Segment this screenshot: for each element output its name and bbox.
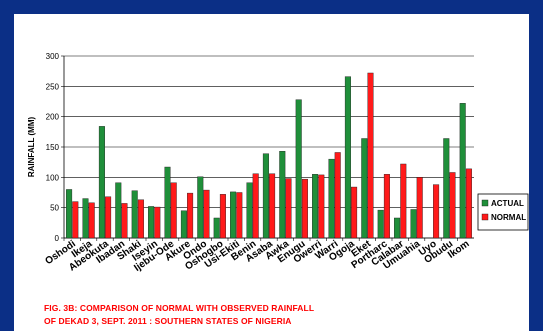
bar-actual bbox=[131, 190, 138, 239]
bar-actual bbox=[443, 138, 450, 239]
chart-panel: 0 50 100 150 200 250 300 RAINFALL (MM) Oshodi Ike… bbox=[14, 14, 529, 331]
bar-actual bbox=[394, 217, 401, 239]
chart-title: FIG. 3B: COMPARISON OF NORMAL WITH OBSER… bbox=[44, 302, 524, 328]
bar-normal bbox=[203, 189, 210, 239]
bar-actual bbox=[262, 153, 269, 239]
bar-normal bbox=[351, 186, 358, 239]
bar-normal bbox=[285, 178, 292, 239]
bar-actual bbox=[66, 189, 73, 239]
bar-normal bbox=[383, 174, 390, 239]
bar-actual bbox=[115, 182, 122, 239]
bar-actual bbox=[180, 210, 187, 239]
bar-normal bbox=[154, 206, 161, 239]
bar-actual bbox=[82, 198, 89, 239]
bar-normal bbox=[301, 178, 308, 239]
bar-normal bbox=[88, 202, 95, 239]
bar-normal bbox=[367, 72, 374, 239]
bar-normal bbox=[449, 172, 456, 239]
bar-actual bbox=[410, 209, 417, 239]
bar-normal bbox=[334, 152, 341, 239]
bar-normal bbox=[236, 192, 243, 239]
y-tick-label: 250 bbox=[46, 82, 60, 91]
legend-label-actual: ACTUAL bbox=[491, 199, 524, 208]
bar-normal bbox=[187, 192, 194, 239]
bar-actual bbox=[361, 138, 368, 239]
bar-normal bbox=[433, 184, 440, 239]
legend-swatch-normal bbox=[481, 213, 489, 221]
bar-actual bbox=[197, 176, 204, 239]
chart-title-line-1: FIG. 3B: COMPARISON OF NORMAL WITH OBSER… bbox=[44, 303, 315, 313]
bar-actual bbox=[213, 217, 220, 239]
bar-normal bbox=[465, 168, 472, 239]
bar-normal bbox=[219, 194, 226, 239]
y-axis-label: RAINFALL (MM) bbox=[27, 117, 36, 178]
bar-normal bbox=[121, 203, 128, 239]
bar-normal bbox=[72, 201, 79, 239]
y-tick-label: 100 bbox=[46, 173, 60, 182]
legend-label-normal: NORMAL bbox=[491, 213, 526, 222]
bar-actual bbox=[459, 103, 466, 239]
bar-normal bbox=[170, 182, 177, 239]
bar-normal bbox=[318, 174, 325, 239]
bar-normal bbox=[269, 173, 276, 239]
bar-actual bbox=[344, 76, 351, 239]
y-tick-label: 50 bbox=[50, 204, 59, 213]
legend-swatch-actual bbox=[481, 199, 489, 207]
y-tick-label: 300 bbox=[46, 52, 60, 61]
bar-normal bbox=[400, 163, 407, 239]
bar-normal bbox=[416, 177, 423, 239]
bar-actual bbox=[148, 206, 155, 239]
bar-normal bbox=[105, 196, 112, 239]
bar-actual bbox=[377, 209, 384, 239]
bar-actual bbox=[328, 158, 335, 239]
y-tick-label: 150 bbox=[46, 143, 60, 152]
bar-actual bbox=[164, 166, 171, 239]
bar-actual bbox=[230, 191, 237, 239]
bar-normal bbox=[252, 173, 259, 239]
bar-actual bbox=[246, 182, 253, 239]
bar-normal bbox=[137, 199, 144, 239]
bar-actual bbox=[295, 99, 302, 239]
chart-title-line-2: OF DEKAD 3, SEPT. 2011 : SOUTHERN STATES… bbox=[44, 316, 292, 326]
bar-actual bbox=[312, 174, 319, 239]
y-tick-label: 0 bbox=[55, 234, 60, 243]
bar-actual bbox=[98, 126, 105, 239]
y-tick-label: 200 bbox=[46, 113, 60, 122]
bar-actual bbox=[279, 151, 286, 239]
